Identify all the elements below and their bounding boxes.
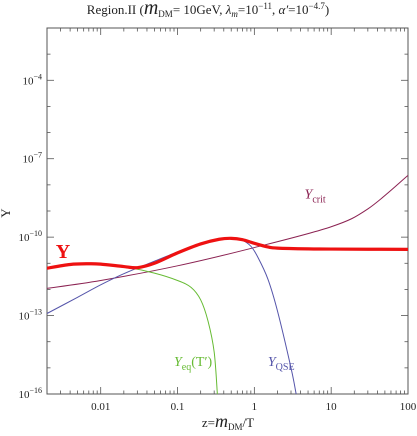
series-label-y: Y [56,241,71,263]
y-tick-label: 10−7 [22,151,42,166]
x-tick-label: 0.1 [171,401,185,413]
x-tick-label: 1 [252,401,258,413]
x-axis-label: z=mDM/T [202,411,254,432]
series-label-y-crit: Ycrit [305,188,326,206]
curves [47,174,408,394]
y-axis-label: Y [0,208,13,218]
series-line-y-qse [47,238,297,394]
chart-title: Region.II (mDM= 10GeV, λm=10−11, α′=10−4… [87,0,329,19]
series-line-y-eq-t [47,263,218,394]
axis-ticks [46,27,408,395]
x-tick-label: 0.01 [91,401,110,413]
x-tick-label: 100 [400,401,417,413]
series-label-y-qse: YQSE [268,355,295,373]
series-line-y-crit [47,174,408,289]
y-tick-label: 10−10 [18,229,42,244]
series-line-y [47,236,408,270]
curve-labels: Ycrit YQSE Yeq(T′) Y [56,188,326,373]
y-tick-label: 10−13 [18,308,42,323]
y-tick-label: 10−4 [22,72,42,87]
tick-labels: 0.01 0.1 1 10 100 10−16 10−13 10−10 10−7 10−4 [18,72,416,413]
x-tick-label: 10 [326,401,338,413]
series-label-y-eq-t: Yeq(T′) [174,355,213,373]
plot-frame [46,27,409,395]
y-tick-label: 10−16 [18,386,42,401]
